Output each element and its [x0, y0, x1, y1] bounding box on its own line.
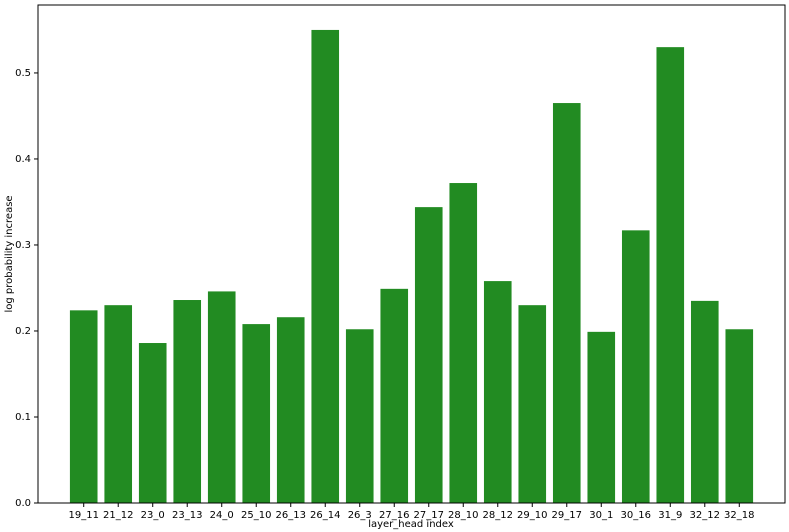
x-tick-label: 19_11 — [68, 510, 98, 521]
y-tick-label: 0.4 — [15, 154, 31, 165]
bar — [276, 317, 305, 503]
bar — [725, 329, 754, 503]
plot-frame — [37, 4, 786, 504]
x-tick-label: 26_14 — [310, 510, 340, 521]
x-tick-label: 30_1 — [589, 510, 613, 521]
bar — [587, 331, 616, 503]
x-tick-label: 23_13 — [172, 510, 202, 521]
y-tick-label: 0.1 — [15, 412, 31, 423]
bar — [380, 288, 409, 503]
bar — [345, 329, 374, 503]
bar — [414, 207, 443, 503]
x-tick-label: 29_17 — [552, 510, 582, 521]
bar — [656, 47, 685, 503]
x-tick-label: 27_16 — [379, 510, 409, 521]
y-tick-label: 0.0 — [15, 498, 31, 509]
x-tick-label: 32_18 — [724, 510, 754, 521]
bar — [69, 310, 98, 503]
x-tick-label: 27_17 — [414, 510, 444, 521]
x-axis-label: layer_head index — [368, 519, 454, 530]
bar — [173, 300, 202, 503]
x-tick-label: 32_12 — [690, 510, 720, 521]
x-tick-label: 30_16 — [621, 510, 651, 521]
bar — [690, 300, 719, 503]
x-tick-label: 29_10 — [517, 510, 547, 521]
x-tick-label: 24_0 — [210, 510, 234, 521]
bar — [552, 103, 581, 503]
y-tick-label: 0.5 — [15, 68, 31, 79]
x-tick-label: 26_3 — [348, 510, 372, 521]
bar — [621, 230, 650, 503]
bar — [518, 305, 547, 503]
bar — [138, 343, 167, 503]
x-tick-label: 25_10 — [241, 510, 271, 521]
x-tick-label: 28_12 — [483, 510, 513, 521]
x-tick-label: 26_13 — [276, 510, 306, 521]
x-tick-label: 31_9 — [658, 510, 682, 521]
y-axis-label: log probability increase — [4, 195, 15, 312]
x-tick-label: 28_10 — [448, 510, 478, 521]
bar — [483, 281, 512, 503]
bar — [449, 183, 478, 504]
y-tick-label: 0.2 — [15, 326, 31, 337]
bar — [104, 305, 133, 503]
x-tick-label: 21_12 — [103, 510, 133, 521]
y-tick-label: 0.3 — [15, 240, 31, 251]
bar — [311, 29, 340, 504]
x-tick-label: 23_0 — [141, 510, 165, 521]
bar — [242, 324, 271, 503]
bar — [207, 291, 236, 503]
